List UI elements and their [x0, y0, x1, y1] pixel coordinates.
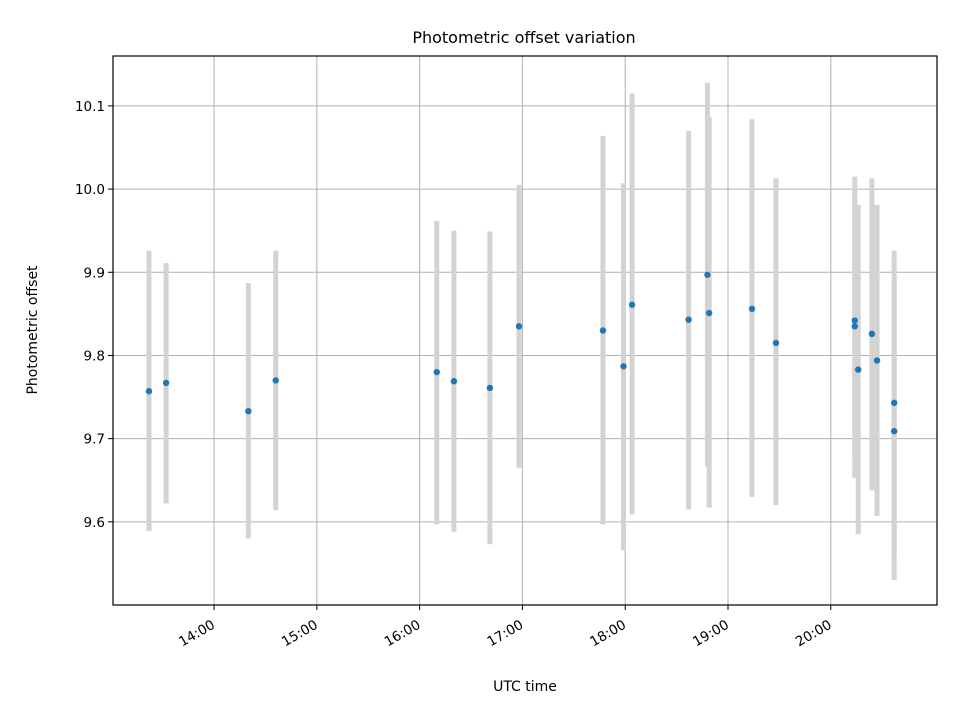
- x-tick-label: 15:00: [279, 617, 321, 650]
- y-tick-label: 9.6: [84, 515, 105, 531]
- data-point: [245, 407, 252, 415]
- plot-frame: [112, 55, 938, 606]
- data-point: [272, 377, 279, 384]
- data-point: [705, 309, 713, 317]
- data-point: [486, 384, 494, 392]
- y-tick-label: 9.7: [84, 432, 105, 448]
- data-point: [868, 330, 876, 338]
- x-tick-label: 14:00: [176, 617, 218, 650]
- x-tick-label: 20:00: [793, 617, 835, 650]
- data-point: [162, 379, 170, 387]
- x-axis-label: UTC time: [493, 679, 557, 695]
- data-point: [851, 317, 858, 324]
- y-tick-label: 10.0: [75, 182, 105, 198]
- data-point: [450, 378, 458, 385]
- y-axis-label: Photometric offset: [25, 265, 41, 395]
- data-point: [628, 301, 636, 308]
- data-point: [685, 316, 692, 323]
- point-layer: [145, 271, 898, 435]
- grid-layer: [113, 56, 937, 605]
- data-point: [873, 357, 881, 364]
- y-tick-label: 9.9: [84, 265, 105, 281]
- data-point: [145, 388, 153, 395]
- x-tick-label: 17:00: [485, 617, 527, 650]
- data-point: [620, 363, 627, 370]
- data-point: [890, 427, 898, 435]
- data-point: [854, 366, 862, 373]
- data-point: [515, 323, 523, 330]
- data-point: [704, 271, 711, 278]
- data-point: [772, 339, 780, 347]
- data-point: [851, 323, 858, 330]
- x-tick-label: 19:00: [690, 617, 732, 650]
- chart-title: Photometric offset variation: [412, 28, 635, 47]
- x-tick-label: 16:00: [382, 617, 424, 650]
- data-point: [748, 305, 756, 313]
- y-tick-label: 9.8: [84, 348, 105, 364]
- y-tick-label: 10.1: [75, 99, 105, 115]
- data-point: [599, 327, 607, 334]
- data-point: [433, 368, 440, 376]
- data-point: [890, 399, 898, 407]
- errorbar-layer: [146, 82, 897, 581]
- x-tick-label: 18:00: [587, 617, 629, 650]
